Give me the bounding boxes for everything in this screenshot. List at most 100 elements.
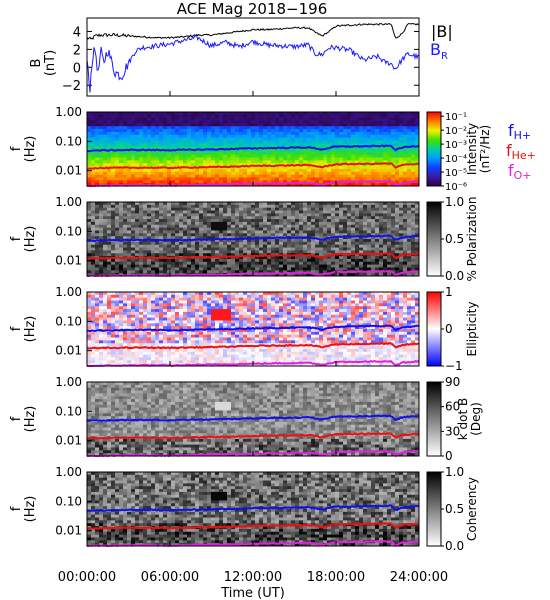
polarization-cell	[243, 244, 248, 248]
polarization-cell	[347, 258, 352, 263]
intensity-cell	[271, 168, 276, 173]
intensity-cell	[259, 120, 264, 124]
polarization-cell	[359, 210, 364, 214]
polarization-cell	[275, 258, 280, 263]
intensity-cell	[371, 126, 376, 130]
polarization-cell	[123, 264, 128, 268]
intensity-cell	[263, 120, 268, 124]
polarization-cell	[303, 273, 308, 277]
polarization-cell	[379, 204, 384, 209]
intensity-cell	[295, 123, 300, 127]
intensity-cell	[287, 183, 292, 187]
intensity-cell	[267, 157, 272, 161]
polarization-cell	[323, 213, 328, 217]
polarization-cell	[407, 207, 412, 211]
polarization-cell	[219, 241, 224, 246]
intensity-cell	[403, 123, 408, 127]
intensity-cell	[255, 134, 260, 139]
intensity-cell	[359, 126, 364, 130]
intensity-cell	[263, 149, 268, 153]
polarization-cell	[371, 216, 376, 220]
polarization-cbar-label: 0.0	[445, 269, 464, 283]
polarization-cell	[183, 216, 188, 220]
polarization-cell	[143, 224, 148, 229]
intensity-cell	[247, 151, 252, 156]
ellipticity-cell	[151, 334, 156, 338]
polarization-cell	[111, 244, 116, 248]
ellipticity-cell	[167, 357, 172, 361]
polarization-cell	[207, 227, 212, 231]
polarization-cell	[359, 204, 364, 209]
polarization-cell	[291, 207, 296, 211]
polarization-cell	[215, 250, 220, 254]
intensity-cell	[143, 157, 148, 161]
intensity-cell	[243, 157, 248, 161]
polarization-cell	[291, 210, 296, 214]
polarization-cell	[227, 233, 232, 237]
intensity-cell	[347, 143, 352, 147]
polarization-cell	[371, 253, 376, 257]
polarization-cell	[375, 264, 380, 268]
polarization-cell	[311, 239, 316, 243]
polarization-cell	[343, 241, 348, 246]
intensity-cell	[231, 171, 236, 176]
intensity-cell	[179, 160, 184, 164]
polarization-cell	[363, 233, 368, 237]
intensity-cell	[167, 114, 172, 119]
intensity-cell	[171, 177, 176, 181]
polarization-cell	[283, 213, 288, 217]
polarization-cell	[411, 261, 416, 266]
polarization-cell	[187, 227, 192, 231]
intensity-cell	[243, 151, 248, 156]
polarization-cell	[335, 207, 340, 211]
polarization-cell	[351, 216, 356, 220]
polarization-cell	[135, 253, 140, 257]
intensity-cell	[347, 177, 352, 181]
polarization-cell	[127, 213, 132, 217]
polarization-cell	[215, 239, 220, 243]
ellipticity-cell	[159, 292, 164, 296]
polarization-cell	[403, 233, 408, 237]
polarization-cell	[299, 219, 304, 223]
intensity-cell	[95, 143, 100, 147]
intensity-cell	[275, 180, 280, 184]
intensity-cell	[299, 112, 304, 116]
intensity-cell	[267, 177, 272, 181]
polarization-cell	[363, 204, 368, 209]
ellipticity-cell	[155, 326, 160, 330]
ellipticity-cell	[155, 337, 160, 341]
polarization-cell	[127, 233, 132, 237]
intensity-cell	[387, 180, 392, 184]
polarization-cell	[131, 261, 136, 266]
intensity-cell	[207, 157, 212, 161]
polarization-cell	[415, 202, 420, 206]
intensity-cell	[259, 143, 264, 147]
intensity-cell	[383, 163, 388, 167]
intensity-cell	[403, 183, 408, 187]
intensity-cell	[299, 126, 304, 130]
ellipticity-cell	[91, 300, 96, 304]
intensity-cell	[327, 137, 332, 141]
intensity-cell	[395, 120, 400, 124]
ellipticity-cell	[131, 348, 136, 353]
ellipticity-cell	[155, 311, 160, 316]
intensity-cell	[411, 166, 416, 170]
intensity-cell	[363, 177, 368, 181]
intensity-cell	[319, 177, 324, 181]
intensity-cell	[199, 126, 204, 130]
polarization-cell	[139, 241, 144, 246]
polarization-cell	[231, 253, 236, 257]
polarization-cell	[187, 261, 192, 266]
polarization-cell	[223, 204, 228, 209]
polarization-cell	[131, 236, 136, 240]
polarization-cell	[255, 256, 260, 260]
polarization-cell	[355, 221, 360, 226]
polarization-cell	[247, 213, 252, 217]
polarization-cell	[379, 233, 384, 237]
ellipticity-cell	[171, 360, 176, 364]
polarization-cell	[395, 230, 400, 234]
intensity-cell	[187, 129, 192, 133]
intensity-cell	[91, 163, 96, 167]
polarization-cell	[339, 244, 344, 248]
intensity-cell	[275, 160, 280, 164]
